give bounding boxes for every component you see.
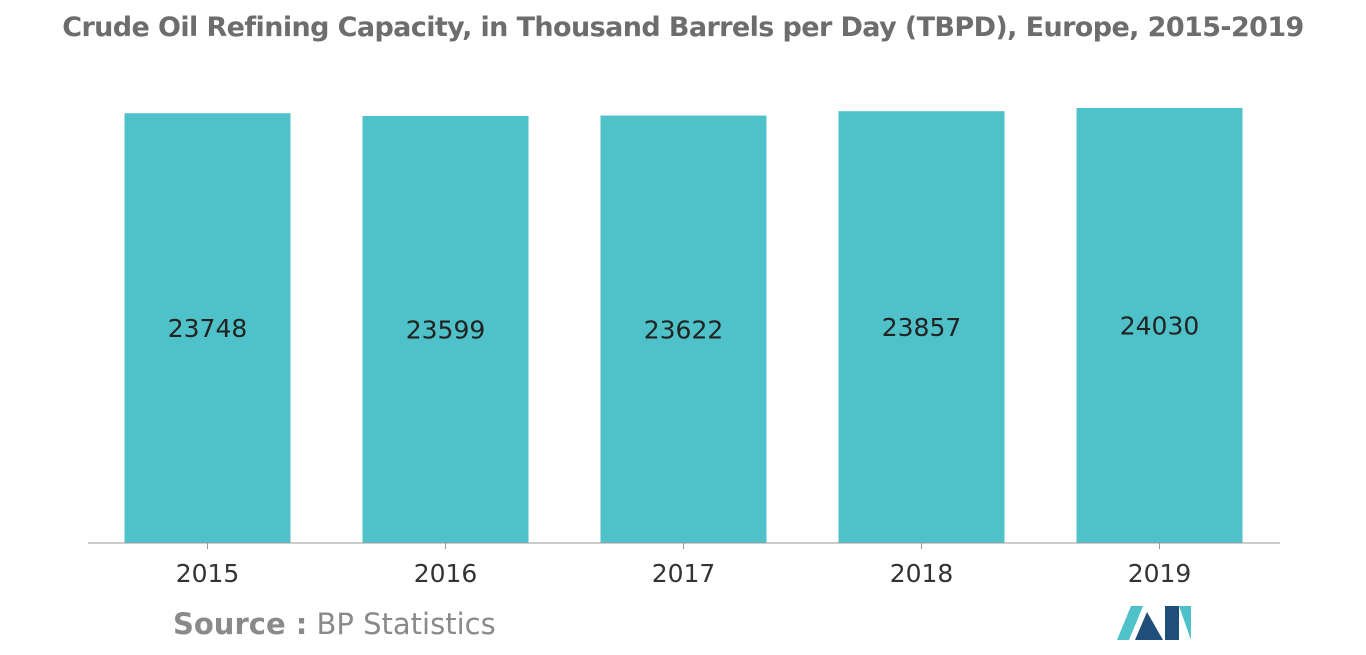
chart-title: Crude Oil Refining Capacity, in Thousand… — [62, 12, 1304, 43]
bar-chart: 2015 2016 2017 2018 2019 23748 23599 23622 2385… — [88, 108, 1280, 588]
logo-right-shape — [1165, 606, 1179, 640]
x-tick-label-2017: 2017 — [652, 559, 716, 588]
bar-2017 — [600, 115, 767, 543]
x-tick-label-2019: 2019 — [1128, 559, 1192, 588]
bar-2019 — [1076, 108, 1243, 543]
data-label-2017: 23622 — [644, 315, 724, 344]
bar-2016 — [362, 116, 529, 543]
x-tick-label-2018: 2018 — [890, 559, 954, 588]
source-line: Source : BP Statistics — [173, 607, 496, 641]
labels-layer: 23748 23599 23622 23857 24030 — [168, 312, 1200, 345]
logo-accent-shape — [1179, 606, 1191, 640]
data-label-2018: 23857 — [882, 313, 962, 342]
brand-logo — [1117, 606, 1191, 640]
bars-layer — [124, 108, 1243, 544]
bar-2018 — [838, 111, 1005, 544]
ticks-layer: 2015 2016 2017 2018 2019 — [176, 543, 1192, 588]
data-label-2016: 23599 — [406, 316, 486, 345]
bar-2015 — [124, 113, 291, 543]
source-text: BP Statistics — [316, 607, 496, 641]
logo-left-shape — [1117, 606, 1143, 640]
x-tick-label-2015: 2015 — [176, 559, 240, 588]
data-label-2015: 23748 — [168, 314, 248, 343]
logo-middle-shape — [1135, 612, 1163, 640]
source-label: Source : — [173, 607, 308, 641]
x-tick-label-2016: 2016 — [414, 559, 478, 588]
data-label-2019: 24030 — [1120, 312, 1200, 341]
